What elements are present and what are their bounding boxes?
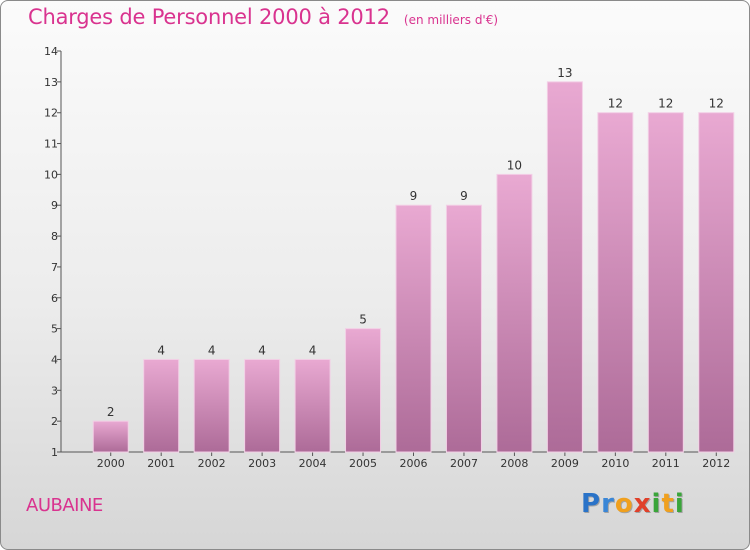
y-tick-label: 13 [44, 76, 58, 89]
x-tick-label: 2000 [97, 457, 125, 470]
logo-letter: P [581, 489, 602, 519]
y-tick-label: 10 [44, 168, 58, 181]
chart-unit: (en milliers d'€) [403, 13, 499, 27]
x-tick-label: 2007 [450, 457, 478, 470]
bar-value-label: 5 [359, 313, 367, 327]
logo-letter: i [651, 489, 662, 519]
bar [294, 358, 331, 453]
x-tick-label: 2004 [299, 457, 327, 470]
bar [345, 328, 382, 453]
bar [395, 204, 432, 453]
x-tick-label: 2012 [702, 457, 730, 470]
logo-letter: o [614, 489, 634, 519]
x-tick-label: 2002 [198, 457, 226, 470]
bar [92, 420, 129, 453]
logo-letter: r [601, 489, 615, 519]
bar [647, 112, 684, 453]
y-tick-label: 2 [51, 415, 58, 428]
x-tick-label: 2005 [349, 457, 377, 470]
x-tick-label: 2006 [400, 457, 428, 470]
bar-value-label: 4 [208, 343, 216, 357]
y-tick-label: 6 [51, 292, 58, 305]
commune-name: AUBAINE [26, 495, 103, 516]
bar-value-label: 2 [107, 405, 115, 419]
y-tick-label: 11 [44, 138, 58, 151]
bar [244, 358, 281, 453]
y-tick-label: 5 [51, 323, 58, 336]
bar [445, 204, 482, 453]
chart-labels: 2 2000 4 2001 4 2002 4 2003 4 2004 5 2005 9 2006 9 2007… [97, 66, 731, 470]
bar-value-label: 9 [410, 189, 418, 203]
y-tick-label: 3 [51, 384, 58, 397]
bar [698, 112, 735, 453]
y-tick-label: 14 [44, 45, 58, 58]
proxiti-logo: Proxiti [581, 489, 685, 519]
logo-letter: t [661, 489, 675, 519]
bar-value-label: 10 [507, 158, 522, 172]
bar-value-label: 9 [460, 189, 468, 203]
y-tick-label: 8 [51, 230, 58, 243]
chart-bars [92, 81, 735, 453]
bar [143, 358, 180, 453]
chart-title-text: Charges de Personnel 2000 à 2012 [28, 5, 390, 29]
y-tick-label: 9 [51, 199, 58, 212]
logo-letter: x [633, 489, 652, 519]
bar-value-label: 4 [157, 343, 165, 357]
bar-value-label: 12 [608, 97, 623, 111]
x-tick-label: 2009 [551, 457, 579, 470]
y-tick-label: 12 [44, 107, 58, 120]
bar [597, 112, 634, 453]
x-tick-label: 2001 [147, 457, 175, 470]
chart-title: Charges de Personnel 2000 à 2012 (en mill… [28, 5, 498, 29]
bar-value-label: 12 [709, 97, 724, 111]
bar [193, 358, 230, 453]
y-tick-label: 4 [51, 353, 58, 366]
bar [546, 81, 583, 453]
bar-value-label: 12 [658, 97, 673, 111]
bar [496, 173, 533, 453]
bar-value-label: 4 [309, 343, 317, 357]
x-tick-label: 2003 [248, 457, 276, 470]
bar-value-label: 13 [557, 66, 572, 80]
y-tick-label: 7 [51, 261, 58, 274]
x-tick-label: 2010 [601, 457, 629, 470]
x-tick-label: 2011 [652, 457, 680, 470]
logo-letter: i [674, 489, 685, 519]
y-tick-label: 1 [51, 446, 58, 459]
bar-value-label: 4 [258, 343, 266, 357]
x-tick-label: 2008 [500, 457, 528, 470]
